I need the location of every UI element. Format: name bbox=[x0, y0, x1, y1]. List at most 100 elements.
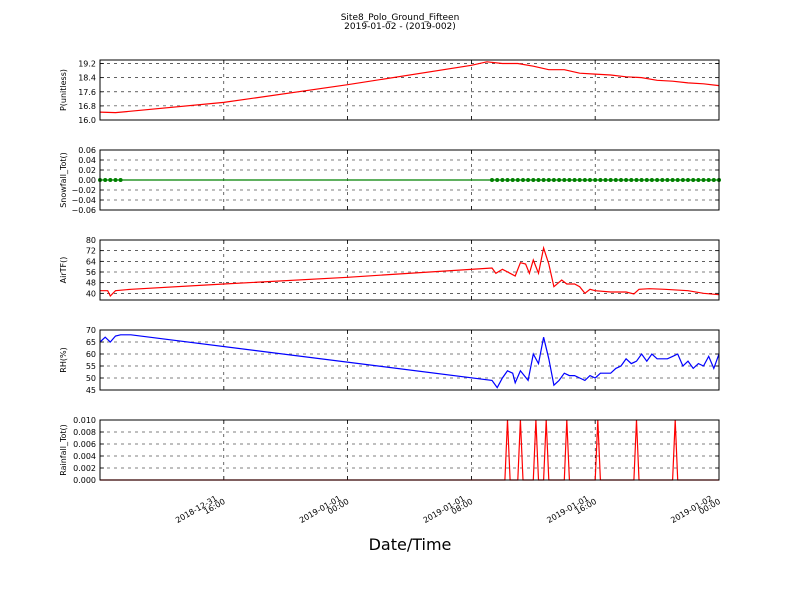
data-point bbox=[608, 178, 613, 182]
y-tick-label: 0.06 bbox=[78, 146, 96, 155]
y-tick-label: 64 bbox=[86, 257, 96, 266]
series-line bbox=[100, 419, 719, 481]
y-tick-label: 56 bbox=[86, 268, 96, 277]
y-tick-label: 60 bbox=[86, 350, 96, 359]
y-tick-label: 17.6 bbox=[78, 88, 96, 97]
panels-group: 16.016.817.618.419.2P(unitless)−0.06−0.0… bbox=[59, 59, 721, 485]
y-tick-label: 80 bbox=[86, 236, 96, 245]
data-point bbox=[103, 178, 108, 182]
y-axis-label: AirTF() bbox=[59, 257, 68, 284]
y-tick-label: 70 bbox=[86, 326, 96, 335]
panel-2: −0.06−0.04−0.020.000.020.040.06 Snowfall_… bbox=[59, 146, 721, 215]
data-point bbox=[701, 178, 706, 182]
data-point bbox=[546, 178, 551, 182]
data-point bbox=[696, 178, 701, 182]
y-tick-label: 18.4 bbox=[78, 74, 96, 83]
y-tick-label: −0.06 bbox=[71, 206, 96, 215]
data-point bbox=[644, 178, 649, 182]
data-point bbox=[572, 178, 577, 182]
data-point bbox=[500, 178, 505, 182]
figure-subtitle: 2019-01-02 - (2019-002) bbox=[344, 22, 456, 32]
y-tick-label: 40 bbox=[86, 289, 96, 298]
data-point bbox=[551, 178, 556, 182]
data-point bbox=[613, 178, 618, 182]
data-point bbox=[113, 178, 118, 182]
y-tick-label: 16.0 bbox=[78, 116, 96, 125]
data-point bbox=[670, 178, 675, 182]
data-point bbox=[515, 178, 520, 182]
y-tick-label: 0.008 bbox=[73, 428, 96, 437]
x-axis-label: Date/Time bbox=[369, 535, 452, 554]
data-point bbox=[649, 178, 654, 182]
data-point bbox=[665, 178, 670, 182]
data-point bbox=[711, 178, 716, 182]
series-line bbox=[99, 61, 720, 114]
y-tick-label: 0.02 bbox=[78, 166, 96, 175]
axes-frame bbox=[99, 149, 720, 211]
data-point bbox=[541, 178, 546, 182]
y-tick-label: 0.002 bbox=[73, 464, 96, 473]
figure-title: Site8_Polo_Ground_Fifteen bbox=[341, 13, 460, 23]
y-tick-label: 0.010 bbox=[73, 416, 96, 425]
y-tick-label: 48 bbox=[86, 279, 96, 288]
y-tick-label: 0.04 bbox=[78, 156, 96, 165]
data-point bbox=[562, 178, 567, 182]
data-point bbox=[691, 178, 696, 182]
data-point bbox=[582, 178, 587, 182]
y-tick-label: 0.00 bbox=[78, 176, 96, 185]
data-point bbox=[490, 178, 494, 182]
y-tick-label: 65 bbox=[86, 338, 96, 347]
data-point bbox=[557, 178, 562, 182]
y-axis-label: P(unitless) bbox=[59, 69, 68, 111]
y-tick-label: 55 bbox=[86, 362, 96, 371]
y-tick-label: 0.004 bbox=[73, 452, 96, 461]
series-line bbox=[99, 334, 720, 389]
y-tick-label: 19.2 bbox=[78, 60, 96, 69]
data-point bbox=[510, 178, 515, 182]
data-point bbox=[108, 178, 113, 182]
y-axis-label: RH(%) bbox=[59, 347, 68, 372]
axes-frame bbox=[99, 329, 720, 391]
axes-frame bbox=[99, 59, 720, 121]
series-line bbox=[100, 245, 720, 298]
y-tick-label: −0.04 bbox=[71, 196, 96, 205]
data-point bbox=[675, 178, 680, 182]
y-axis-label: Rainfall_Tot() bbox=[59, 424, 68, 476]
y-tick-label: −0.02 bbox=[71, 186, 96, 195]
panel-1: 16.0 16.8 17.6 18.4 19.2 P(unitless) bbox=[59, 59, 720, 125]
y-tick-label: 16.8 bbox=[78, 102, 96, 111]
data-point bbox=[495, 178, 500, 182]
y-tick-label: 0.006 bbox=[73, 440, 96, 449]
y-axis-label: Snowfall_Tot() bbox=[59, 152, 68, 208]
y-tick-label: 72 bbox=[86, 247, 96, 256]
data-point bbox=[680, 178, 685, 182]
data-point bbox=[624, 178, 629, 182]
y-tick-label: 50 bbox=[86, 374, 96, 383]
data-point bbox=[593, 178, 598, 182]
y-tick-label: 0.000 bbox=[73, 476, 96, 485]
data-point bbox=[577, 178, 582, 182]
data-point bbox=[531, 178, 536, 182]
data-point bbox=[567, 178, 572, 182]
data-point bbox=[619, 178, 623, 182]
data-point bbox=[526, 178, 531, 182]
data-point bbox=[629, 178, 634, 182]
data-point bbox=[118, 178, 123, 182]
data-point bbox=[706, 178, 711, 182]
axes-frame bbox=[99, 239, 720, 301]
data-point bbox=[588, 178, 592, 182]
data-point bbox=[639, 178, 644, 182]
y-tick-label: 45 bbox=[86, 386, 96, 395]
panel-5: 0.000 0.002 0.004 0.006 0.008 0.010 Rainfall_T… bbox=[59, 416, 720, 485]
data-point bbox=[521, 178, 525, 182]
data-point bbox=[505, 178, 510, 182]
data-point bbox=[634, 178, 639, 182]
data-point bbox=[603, 178, 608, 182]
data-point bbox=[660, 178, 665, 182]
data-point bbox=[598, 178, 603, 182]
panel-4: 45 50 55 60 65 70 RH(%) bbox=[59, 326, 720, 395]
data-point bbox=[536, 178, 541, 182]
